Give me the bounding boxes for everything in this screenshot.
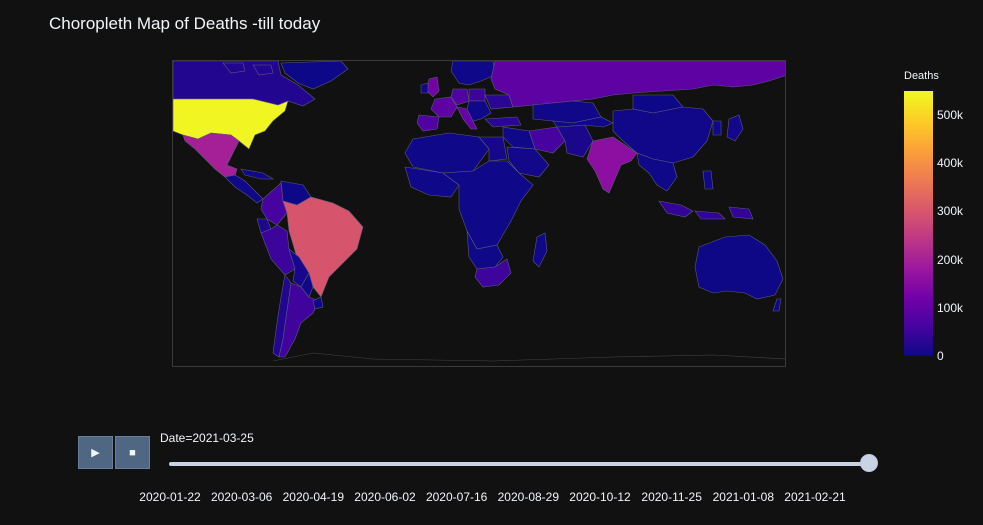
slider-tick-label: 2020-10-12 [569, 490, 631, 504]
country-south-africa[interactable] [474, 258, 512, 288]
country-new-zealand[interactable] [772, 298, 782, 312]
slider-tick-label: 2020-06-02 [354, 490, 416, 504]
colorbar-tick-label: 400k [937, 156, 964, 171]
colorbar-tick-label: 100k [937, 300, 964, 315]
colorbar [904, 91, 933, 356]
country-eastern-europe[interactable] [466, 100, 492, 122]
play-button[interactable]: ▶ [78, 436, 113, 469]
colorbar-tick-label: 300k [937, 204, 964, 219]
country-ireland[interactable] [420, 82, 429, 94]
country-poland[interactable] [468, 88, 486, 102]
colorbar-tick-label: 500k [937, 108, 964, 123]
colorbar-tick-label: 200k [937, 252, 964, 267]
country-central-africa[interactable] [442, 160, 534, 250]
slider-tick-label: 2020-07-16 [425, 490, 488, 504]
country-north-africa[interactable] [404, 132, 490, 174]
country-colombia[interactable] [260, 182, 288, 226]
slider-tick-label: 2020-08-29 [497, 490, 560, 504]
country-cuba[interactable] [240, 168, 275, 180]
country-argentina[interactable] [278, 282, 320, 358]
country-russia[interactable] [490, 61, 786, 108]
country-china[interactable] [612, 106, 714, 164]
slider-current-value: Date=2021-03-25 [160, 431, 254, 445]
play-icon: ▶ [91, 447, 100, 459]
antarctica-outline [272, 352, 785, 362]
country-spain[interactable] [416, 114, 440, 132]
country-brazil[interactable] [282, 196, 364, 298]
country-central-asia[interactable] [552, 116, 614, 128]
country-madagascar[interactable] [532, 232, 548, 268]
date-slider-handle[interactable] [860, 454, 878, 472]
country-ukraine[interactable] [484, 94, 514, 110]
country-southern-africa[interactable] [466, 230, 504, 270]
slider-tick-label: 2021-01-08 [712, 490, 775, 504]
country-indonesia[interactable] [658, 200, 754, 220]
country-central-america[interactable] [224, 174, 264, 204]
stop-button[interactable]: ■ [115, 436, 150, 469]
country-southeast-asia[interactable] [636, 152, 678, 192]
colorbar-tick-label: 0 [937, 349, 944, 363]
country-canada[interactable] [222, 62, 274, 76]
country-germany[interactable] [450, 88, 470, 106]
country-middle-east[interactable] [502, 126, 536, 150]
country-saudi-arabia[interactable] [506, 146, 550, 178]
map-canvas[interactable] [173, 61, 786, 367]
slider-tick-label: 2021-02-21 [784, 490, 846, 504]
country-japan[interactable] [726, 114, 744, 142]
slider-tick-label: 2020-11-25 [641, 490, 702, 504]
choropleth-map[interactable] [172, 60, 786, 367]
date-slider-track[interactable] [169, 462, 869, 466]
country-mexico[interactable] [182, 132, 240, 178]
country-korea[interactable] [712, 120, 722, 136]
country-egypt[interactable] [478, 136, 508, 162]
country-scandinavia[interactable] [450, 61, 496, 86]
country-india[interactable] [586, 136, 638, 194]
country-greenland[interactable] [280, 61, 349, 90]
stop-icon: ■ [129, 446, 136, 459]
country-philippines[interactable] [702, 170, 714, 190]
colorbar-title: Deaths [904, 70, 939, 82]
country-uruguay[interactable] [312, 296, 324, 310]
slider-tick-label: 2020-03-06 [210, 490, 273, 504]
country-united-kingdom[interactable] [426, 76, 440, 98]
slider-tick-label: 2020-01-22 [139, 490, 201, 504]
chart-title: Choropleth Map of Deaths -till today [49, 14, 321, 33]
country-australia[interactable] [694, 234, 784, 300]
country-turkey[interactable] [484, 116, 522, 128]
slider-tick-label: 2020-04-19 [282, 490, 345, 504]
